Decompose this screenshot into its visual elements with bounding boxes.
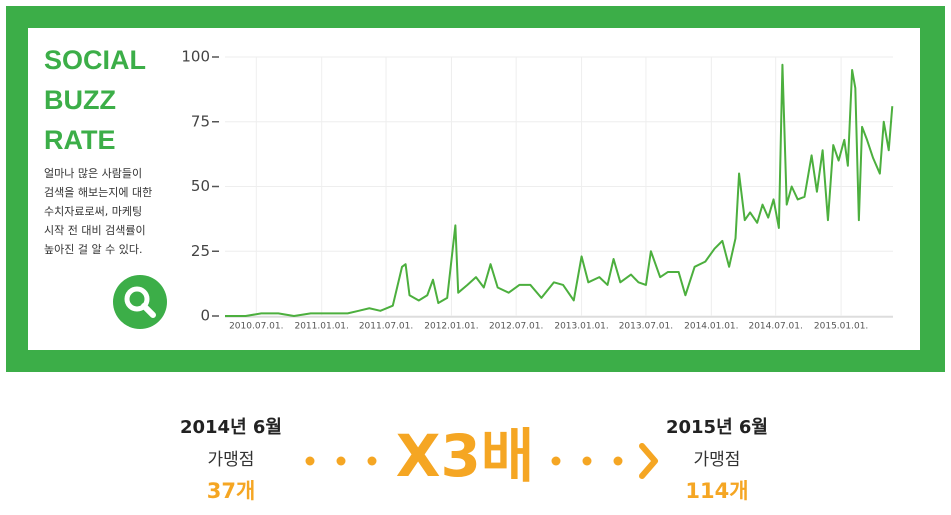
panel-title: BUZZ <box>44 85 116 115</box>
y-tick-label: 100 <box>181 48 210 66</box>
dots <box>305 443 658 479</box>
multiplier: X3배 <box>396 422 534 490</box>
x-tick-label: 2011.01.01. <box>294 322 348 332</box>
description: 검색을 해보는지에 대한 <box>44 185 152 199</box>
before-label: 가맹점 <box>208 450 255 470</box>
line <box>225 63 894 317</box>
search-icon <box>113 275 167 329</box>
x-tick-label: 2013.01.01. <box>554 322 608 332</box>
x-tick-label: 2014.07.01. <box>748 322 802 332</box>
before-count: 37개 <box>207 479 256 503</box>
x-tick-label: 2014.01.01. <box>684 322 738 332</box>
panel <box>28 28 920 350</box>
x-tick-label: 2013.07.01. <box>619 322 673 332</box>
panel-title: RATE <box>44 125 116 155</box>
after-count: 114개 <box>685 479 748 503</box>
description: 수치자료로써, 마케팅 <box>44 205 142 218</box>
description: 높아진 걸 알 수 있다. <box>44 242 142 256</box>
description: 시작 전 대비 검색률이 <box>44 224 146 237</box>
x-tick-label: 2012.01.01. <box>424 322 478 332</box>
description: 얼마나 많은 사람들이 <box>44 166 142 180</box>
y-tick-label: 0 <box>200 307 210 325</box>
x-tick-label: 2011.07.01. <box>359 322 413 332</box>
after-date: 2015년 6월 <box>666 417 768 438</box>
x-tick-label: 2012.07.01. <box>489 322 543 332</box>
after-label: 가맹점 <box>694 450 741 470</box>
panel-title: SOCIAL <box>44 45 146 75</box>
y-tick-label: 50 <box>191 177 210 195</box>
before-date: 2014년 6월 <box>180 417 282 438</box>
y-tick-label: 75 <box>191 112 210 130</box>
x-tick-label: 2015.01.01. <box>814 322 868 332</box>
y-tick-label: 25 <box>191 242 210 260</box>
x-tick-label: 2010.07.01. <box>229 322 283 332</box>
